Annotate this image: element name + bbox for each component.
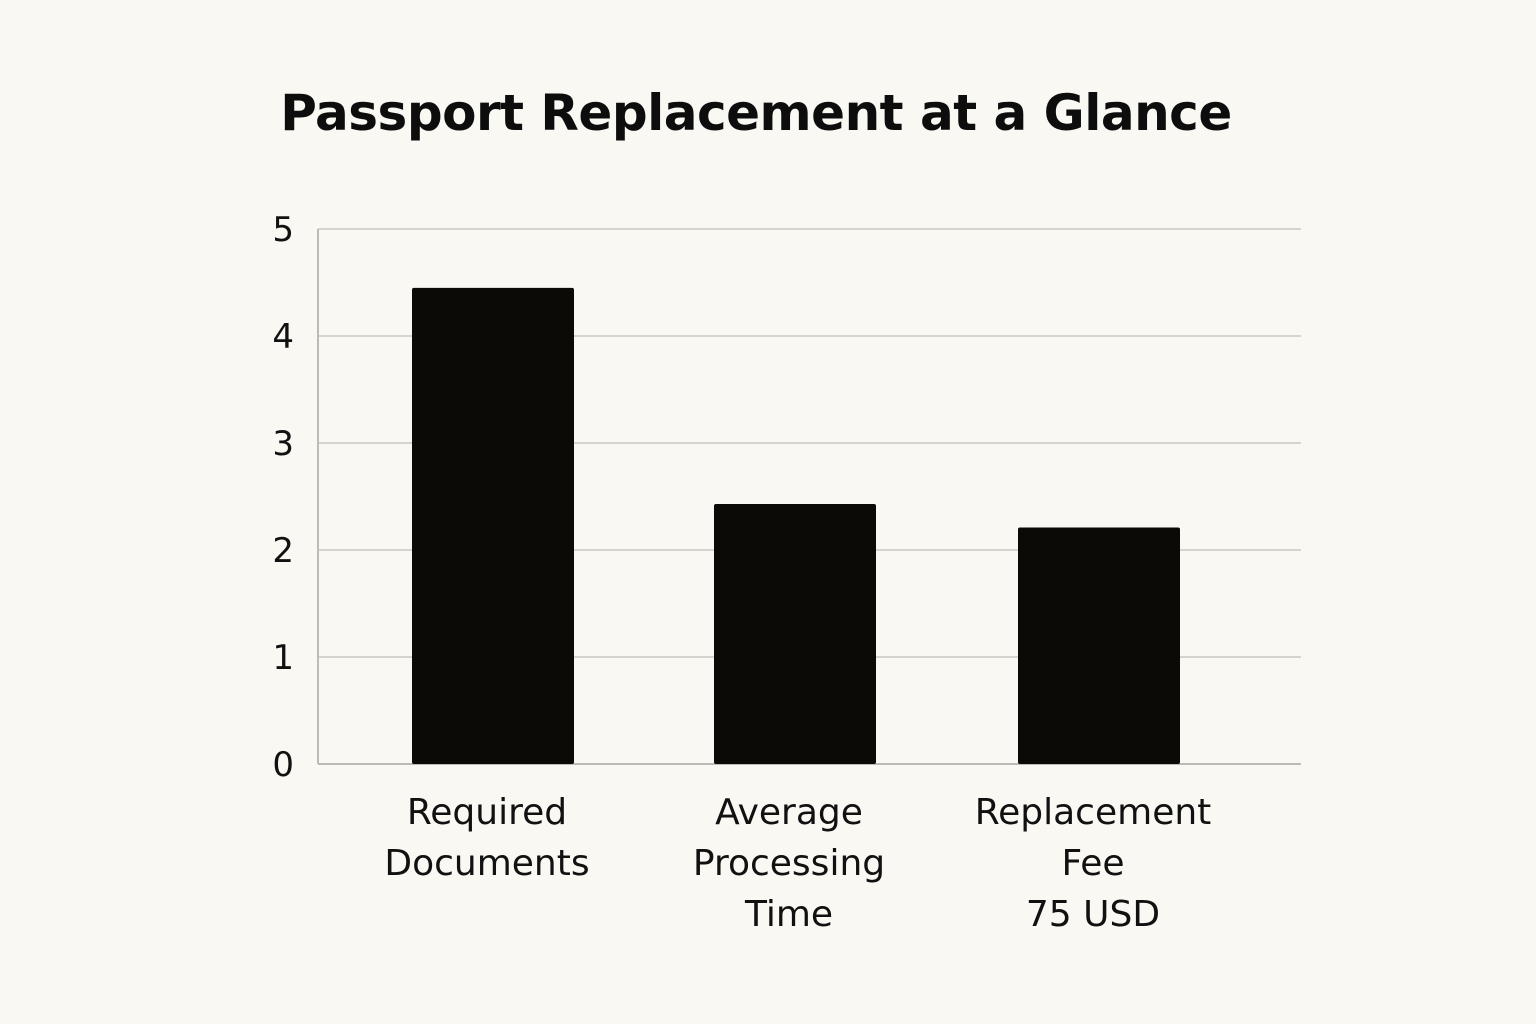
bar-0 bbox=[412, 287, 574, 764]
y-tick-labels: 0 1 2 3 4 5 bbox=[272, 210, 294, 785]
category-label: Fee bbox=[1061, 843, 1124, 884]
bar-2 bbox=[1018, 527, 1180, 764]
category-labels: Required Documents Average Processing Time Re… bbox=[384, 792, 1211, 935]
y-tick-label: 3 bbox=[272, 424, 294, 464]
category-label: Average bbox=[715, 792, 863, 833]
y-tick-label: 1 bbox=[272, 638, 294, 678]
category-label: Required bbox=[407, 792, 567, 833]
bars bbox=[412, 287, 1180, 764]
bar-1 bbox=[714, 503, 876, 764]
y-tick-label: 0 bbox=[272, 745, 294, 785]
category-label: Replacement bbox=[975, 792, 1212, 833]
y-tick-label: 5 bbox=[272, 210, 294, 250]
category-label: 75 USD bbox=[1026, 894, 1160, 935]
y-tick-label: 4 bbox=[272, 317, 294, 357]
y-tick-label: 2 bbox=[272, 531, 294, 571]
category-label: Time bbox=[744, 894, 833, 935]
category-label: Processing bbox=[693, 843, 885, 884]
category-label: Documents bbox=[384, 843, 589, 884]
chart-title: Passport Replacement at a Glance bbox=[280, 84, 1232, 142]
